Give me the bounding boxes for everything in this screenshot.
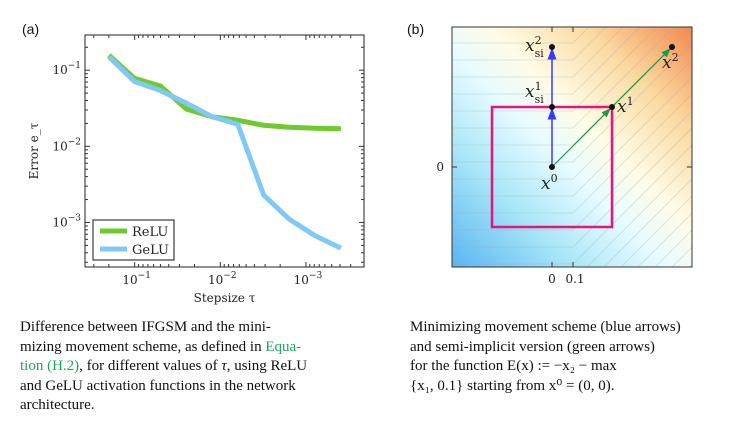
contour-line bbox=[452, 127, 692, 248]
caption-a-text: , for different values of bbox=[79, 358, 222, 374]
x-tick-label-01: 0.1 bbox=[565, 272, 584, 286]
caption-b-line: {x₁, 0.1} starting from x⁰ = (0, 0). bbox=[410, 377, 615, 394]
green-arrow-1 bbox=[551, 108, 611, 168]
point-xsi2 bbox=[549, 44, 555, 50]
label-xsi2: x2 si bbox=[525, 34, 544, 60]
movement-diagram: x0 x1 x2 x1 si x2 si 0 0.1 0 bbox=[436, 0, 746, 286]
contour-line bbox=[452, 110, 692, 231]
equation-link-cont[interactable]: tion (H.2) bbox=[20, 358, 80, 374]
panel-a-label: (a) bbox=[22, 21, 40, 37]
caption-a-line: Difference between IFGSM and the mini- bbox=[20, 319, 271, 335]
y-tick-label-0: 0 bbox=[436, 160, 444, 174]
x-tick-label-0: 0 bbox=[548, 272, 556, 286]
x-tick-label: 10−3 bbox=[294, 271, 323, 287]
error-chart: 10−1 10−2 10−3 10−1 10−2 10−3 Stepsize τ Error … bbox=[27, 34, 365, 305]
tau-symbol: τ bbox=[221, 358, 227, 374]
contour-line bbox=[452, 27, 641, 95]
label-x0: x0 bbox=[541, 172, 558, 194]
label-xsi1: x1 si bbox=[525, 80, 544, 106]
label-x2: x2 bbox=[662, 51, 679, 73]
legend-label-gelu: GeLU bbox=[132, 243, 169, 258]
caption-a-line: and GeLU activation functions in the net… bbox=[20, 377, 296, 394]
point-x2 bbox=[669, 44, 675, 50]
plot-frame bbox=[451, 26, 693, 268]
caption-a-line: mizing movement scheme, as defined in bbox=[20, 338, 266, 355]
label-x1: x1 bbox=[617, 95, 634, 117]
caption-a-line: architecture. bbox=[20, 397, 95, 413]
contour-line bbox=[452, 27, 590, 44]
caption-b: Minimizing movement scheme (blue arrows)… bbox=[410, 318, 681, 396]
series-line-gelu bbox=[107, 54, 343, 251]
contour-line bbox=[452, 27, 624, 78]
point-x1 bbox=[609, 104, 615, 110]
legend: ReLU GeLU bbox=[92, 219, 175, 261]
y-axis-label: Error e_τ bbox=[27, 122, 41, 179]
contour-line bbox=[452, 0, 746, 9]
point-xsi1 bbox=[549, 104, 555, 110]
contour-line bbox=[452, 27, 607, 61]
caption-a: Difference between IFGSM and the mini- m… bbox=[20, 318, 307, 416]
legend-label-relu: ReLU bbox=[132, 225, 168, 240]
equation-link[interactable]: Equa- bbox=[265, 338, 302, 355]
y-tick-label: 10−3 bbox=[52, 213, 81, 229]
contour-line bbox=[452, 0, 746, 26]
green-arrow-2 bbox=[611, 48, 671, 108]
caption-b-line: Minimizing movement scheme (blue arrows) bbox=[410, 319, 681, 335]
y-tick-label: 10−2 bbox=[52, 137, 81, 153]
series-gelu bbox=[107, 54, 343, 251]
panel-b-label: (b) bbox=[407, 21, 425, 37]
legend-box bbox=[92, 219, 175, 261]
x-axis-label: Stepsize τ bbox=[194, 291, 256, 305]
caption-b-line: and semi-implicit version (green arrows) bbox=[410, 338, 655, 355]
x-tick-label: 10−2 bbox=[208, 271, 237, 287]
caption-a-text: , using ReLU bbox=[226, 358, 308, 374]
y-tick-label: 10−1 bbox=[52, 61, 81, 77]
caption-b-line: for the function E(x) := −x₂ − max bbox=[410, 358, 617, 374]
x-tick-label: 10−1 bbox=[122, 271, 151, 287]
point-x0 bbox=[549, 164, 555, 170]
